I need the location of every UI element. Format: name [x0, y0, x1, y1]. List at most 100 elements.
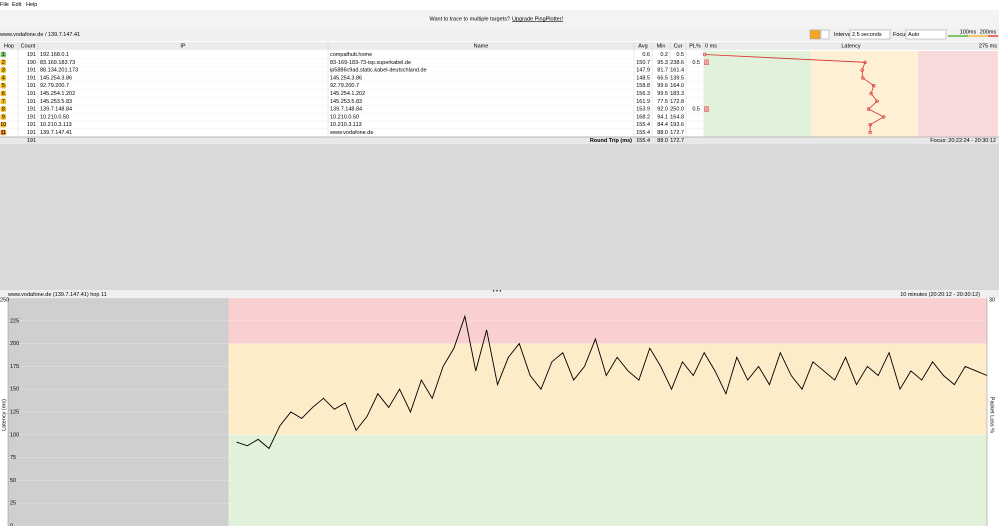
trace-dropdown[interactable]	[820, 29, 830, 40]
cur: 161.4	[670, 68, 684, 74]
focus-select[interactable]	[905, 29, 947, 40]
min: 99.6	[657, 83, 668, 89]
ip: 83.169.183.73	[40, 60, 75, 66]
latency-avg-dot	[872, 83, 876, 88]
latency-line	[236, 314, 988, 450]
avg: 155.4	[636, 130, 650, 136]
cur: 172.7	[670, 130, 684, 136]
hop-number: 10	[0, 122, 6, 128]
hop-badge	[0, 114, 7, 120]
count: 191	[27, 91, 36, 97]
name: compalhub.home	[330, 52, 372, 58]
table-header-bg	[0, 42, 999, 50]
ip: 88.134.201.173	[40, 68, 78, 74]
packet-loss-marker	[704, 59, 709, 65]
legend-label: 100ms	[960, 29, 977, 35]
column-header: Hop	[4, 43, 14, 49]
name: ip5886c9ad.static.kabel-deutschland.de	[330, 68, 427, 74]
legend-label: 200ms	[980, 29, 997, 35]
menu-item[interactable]: Edit	[12, 2, 22, 8]
name: 139.7.148.84	[330, 107, 362, 113]
summary-count: 191	[27, 138, 36, 144]
column-header: Name	[474, 43, 489, 49]
avg: 148.5	[636, 75, 650, 81]
menu-item[interactable]: Help	[26, 2, 37, 8]
name: 145.254.1.202	[330, 91, 365, 97]
ip: 92.79.200.7	[40, 83, 69, 89]
legend-yellow	[968, 35, 988, 37]
min: 77.5	[657, 99, 668, 105]
avg: 147.9	[636, 68, 650, 74]
column-header: Count	[21, 43, 36, 49]
packet-loss: 0.5	[692, 60, 700, 66]
column-header: Cur	[674, 43, 683, 49]
summary-bg	[0, 137, 999, 144]
ip: 139.7.148.84	[40, 107, 72, 113]
hop-number: 2	[2, 60, 5, 66]
count: 191	[27, 75, 36, 81]
target: www.vodafone.de / 139.7.147.41	[0, 32, 80, 38]
latency-avg-dot	[863, 60, 867, 64]
trace-button[interactable]	[809, 29, 821, 40]
cur: 164.0	[670, 83, 684, 89]
y-tick-label: 175	[10, 364, 19, 370]
cur: 139.5	[670, 75, 684, 81]
y-tick-label: 225	[10, 318, 19, 324]
latency-avg-dot	[868, 122, 872, 127]
avg: 161.9	[636, 99, 650, 105]
latency-title: Latency	[841, 43, 861, 49]
min: 94.1	[657, 114, 668, 120]
latency-avg-dot	[860, 68, 864, 72]
name: 92.79.200.7	[330, 83, 359, 89]
min: 92.0	[657, 107, 668, 113]
y-tick-label: 100	[10, 432, 19, 438]
cur: 183.3	[670, 91, 684, 97]
latency-avg-dot	[875, 99, 879, 104]
banner-link[interactable]: Upgrade PingPlotter!	[512, 16, 564, 22]
count: 191	[27, 122, 36, 128]
menu-item[interactable]: File	[0, 2, 9, 8]
hop-badge	[0, 59, 7, 66]
chart-subtitle: 10 minutes (20:20:12 - 20:30:12)	[900, 292, 980, 298]
summary-min: 88.0	[657, 138, 668, 144]
cur: 164.8	[670, 114, 684, 120]
avg: 150.7	[636, 60, 650, 66]
hop-badge	[0, 82, 7, 89]
name: 10.210.0.50	[330, 114, 359, 120]
hop-number: 5	[2, 83, 5, 89]
chart-title: www.vodafone.de (139.7.147.41) hop 11	[7, 292, 107, 298]
min: 66.5	[657, 75, 668, 81]
hop-badge	[0, 98, 7, 105]
cur: 193.6	[670, 122, 684, 128]
latency-zone-red	[917, 51, 998, 137]
interval-select[interactable]	[849, 29, 891, 40]
min: 81.7	[657, 68, 668, 74]
ip: 145.254.1.202	[40, 91, 75, 97]
latency-zone-green	[704, 51, 811, 137]
splitter-grip: • • •	[493, 288, 502, 294]
ip: 139.7.147.41	[40, 130, 72, 136]
hop-number: 6	[2, 91, 5, 97]
splitter[interactable]	[0, 290, 999, 298]
hop-badge	[0, 121, 7, 128]
y-axis-label: Latency (ms)	[1, 399, 7, 431]
ip: 192.168.0.1	[40, 52, 69, 58]
ip: 10.210.0.50	[40, 114, 69, 120]
summary-focus: Focus: 20:22:24 - 20:30:12	[930, 138, 996, 144]
name: 145.254.3.86	[330, 75, 362, 81]
avg: 0.6	[642, 52, 650, 58]
count: 191	[27, 52, 36, 58]
y-tick-label: 200	[10, 341, 19, 347]
latency-avg-dot	[882, 115, 886, 119]
ip: 145.253.5.83	[40, 99, 72, 105]
hop-badge	[0, 90, 7, 97]
hop-number: 3	[2, 68, 5, 74]
latency-avg-dot	[866, 107, 871, 111]
y2-tick-label: 30	[989, 297, 995, 303]
summary-label: Round Trip (ms)	[590, 138, 632, 144]
y-tick-label: 0	[10, 523, 13, 526]
y-tick-label: 150	[10, 387, 19, 393]
latency-scale-label: 275 ms	[979, 43, 997, 49]
summary-avg: 155.4	[636, 138, 650, 144]
